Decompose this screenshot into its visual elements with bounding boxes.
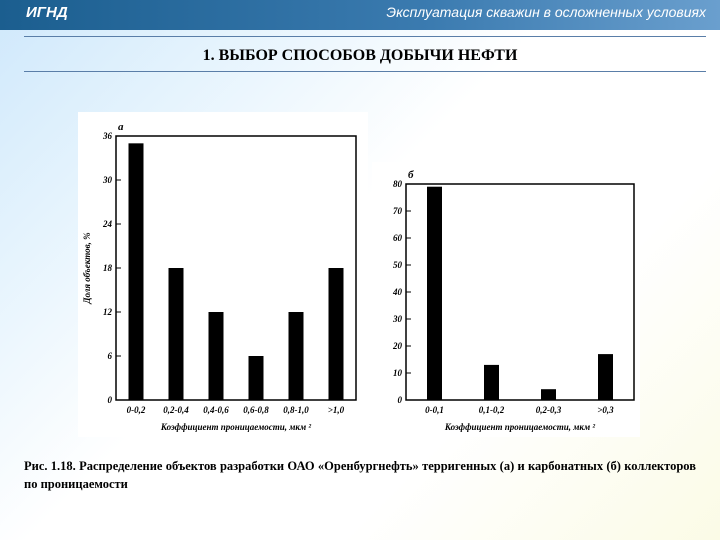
chart-b-bar	[598, 354, 613, 400]
chart-b-ytick-label: 40	[392, 287, 403, 297]
chart-panel-a: 0 6 12 18 24 30 36 0-0,2 0,2-0,4 0,4-0,6 0,6-0,8 0,…	[78, 112, 368, 437]
chart-a-ytick-label: 36	[102, 131, 113, 141]
chart-a-ytick-label: 18	[103, 263, 113, 273]
chart-a-bar	[288, 312, 304, 400]
chart-a-xlabel: Коэффициент проницаемости, мкм ²	[160, 422, 311, 432]
chart-a-bar	[168, 268, 184, 400]
chart-a-xtick-label: 0,6-0,8	[243, 405, 269, 415]
chart-a-xtick-label: 0,2-0,4	[163, 405, 189, 415]
org-label: ИГНД	[26, 4, 68, 21]
chart-a: 0 6 12 18 24 30 36 0-0,2 0,2-0,4 0,4-0,6 0,6-0,8 0,…	[82, 121, 357, 432]
chart-a-bar	[208, 312, 224, 400]
chart-a-ytick-label: 0	[108, 395, 113, 405]
title-divider	[24, 71, 706, 72]
chart-a-ytick-label: 6	[108, 351, 113, 361]
chart-b-ytick-label: 80	[393, 179, 403, 189]
chart-a-ylabel: Доля объектов, %	[82, 232, 92, 305]
chart-a-xtick-label: >1,0	[328, 405, 345, 415]
chart-a-bar	[128, 143, 144, 401]
chart-a-ytick-label: 30	[102, 175, 113, 185]
header-divider	[24, 36, 706, 37]
chart-b-ytick-label: 50	[393, 260, 403, 270]
chart-b-ytick-label: 30	[392, 314, 403, 324]
chart-a-bar	[248, 356, 264, 400]
chart-b-xtick-label: >0,3	[597, 405, 614, 415]
chart-b-xlabel: Коэффициент проницаемости, мкм ²	[444, 422, 595, 432]
chart-b: 0 10 20 30 40 50 60 70 80 0-0,1 0,1-0,2 0,2-0,3 >0,3…	[392, 169, 635, 432]
chart-a-xtick-label: 0,4-0,6	[203, 405, 229, 415]
chart-b-ytick-label: 70	[393, 206, 403, 216]
figure-caption: Рис. 1.18. Распределение объектов разраб…	[24, 459, 696, 491]
chart-b-bar	[541, 389, 556, 400]
chart-b-xtick-label: 0,1-0,2	[479, 405, 505, 415]
chart-b-ytick-label: 20	[392, 341, 403, 351]
chart-b-ytick-label: 60	[393, 233, 403, 243]
chart-b-panel-label: б	[408, 169, 414, 181]
chart-a-ytick-label: 24	[102, 219, 113, 229]
chart-a-xtick-label: 0-0,2	[127, 405, 146, 415]
chart-a-panel-label: а	[118, 121, 124, 133]
chart-b-ytick-label: 10	[393, 368, 403, 378]
chart-b-bar	[484, 364, 499, 400]
chart-b-bar	[427, 186, 442, 400]
chart-b-xtick-label: 0-0,1	[425, 405, 444, 415]
chart-panel-b: 0 10 20 30 40 50 60 70 80 0-0,1 0,1-0,2 0,2-0,3 >0,3…	[372, 162, 640, 437]
chart-a-plot-frame	[115, 135, 357, 401]
chart-b-xtick-label: 0,2-0,3	[536, 405, 562, 415]
header-bar: ИГНД Эксплуатация скважин в осложненных …	[0, 0, 720, 30]
course-title: Эксплуатация скважин в осложненных услов…	[386, 4, 706, 20]
slide-title: 1. ВЫБОР СПОСОБОВ ДОБЫЧИ НЕФТИ	[202, 47, 518, 64]
chart-a-bar	[328, 268, 344, 400]
chart-b-ytick-label: 0	[398, 395, 403, 405]
chart-a-ytick-label: 12	[103, 307, 113, 317]
chart-a-xtick-label: 0,8-1,0	[283, 405, 309, 415]
